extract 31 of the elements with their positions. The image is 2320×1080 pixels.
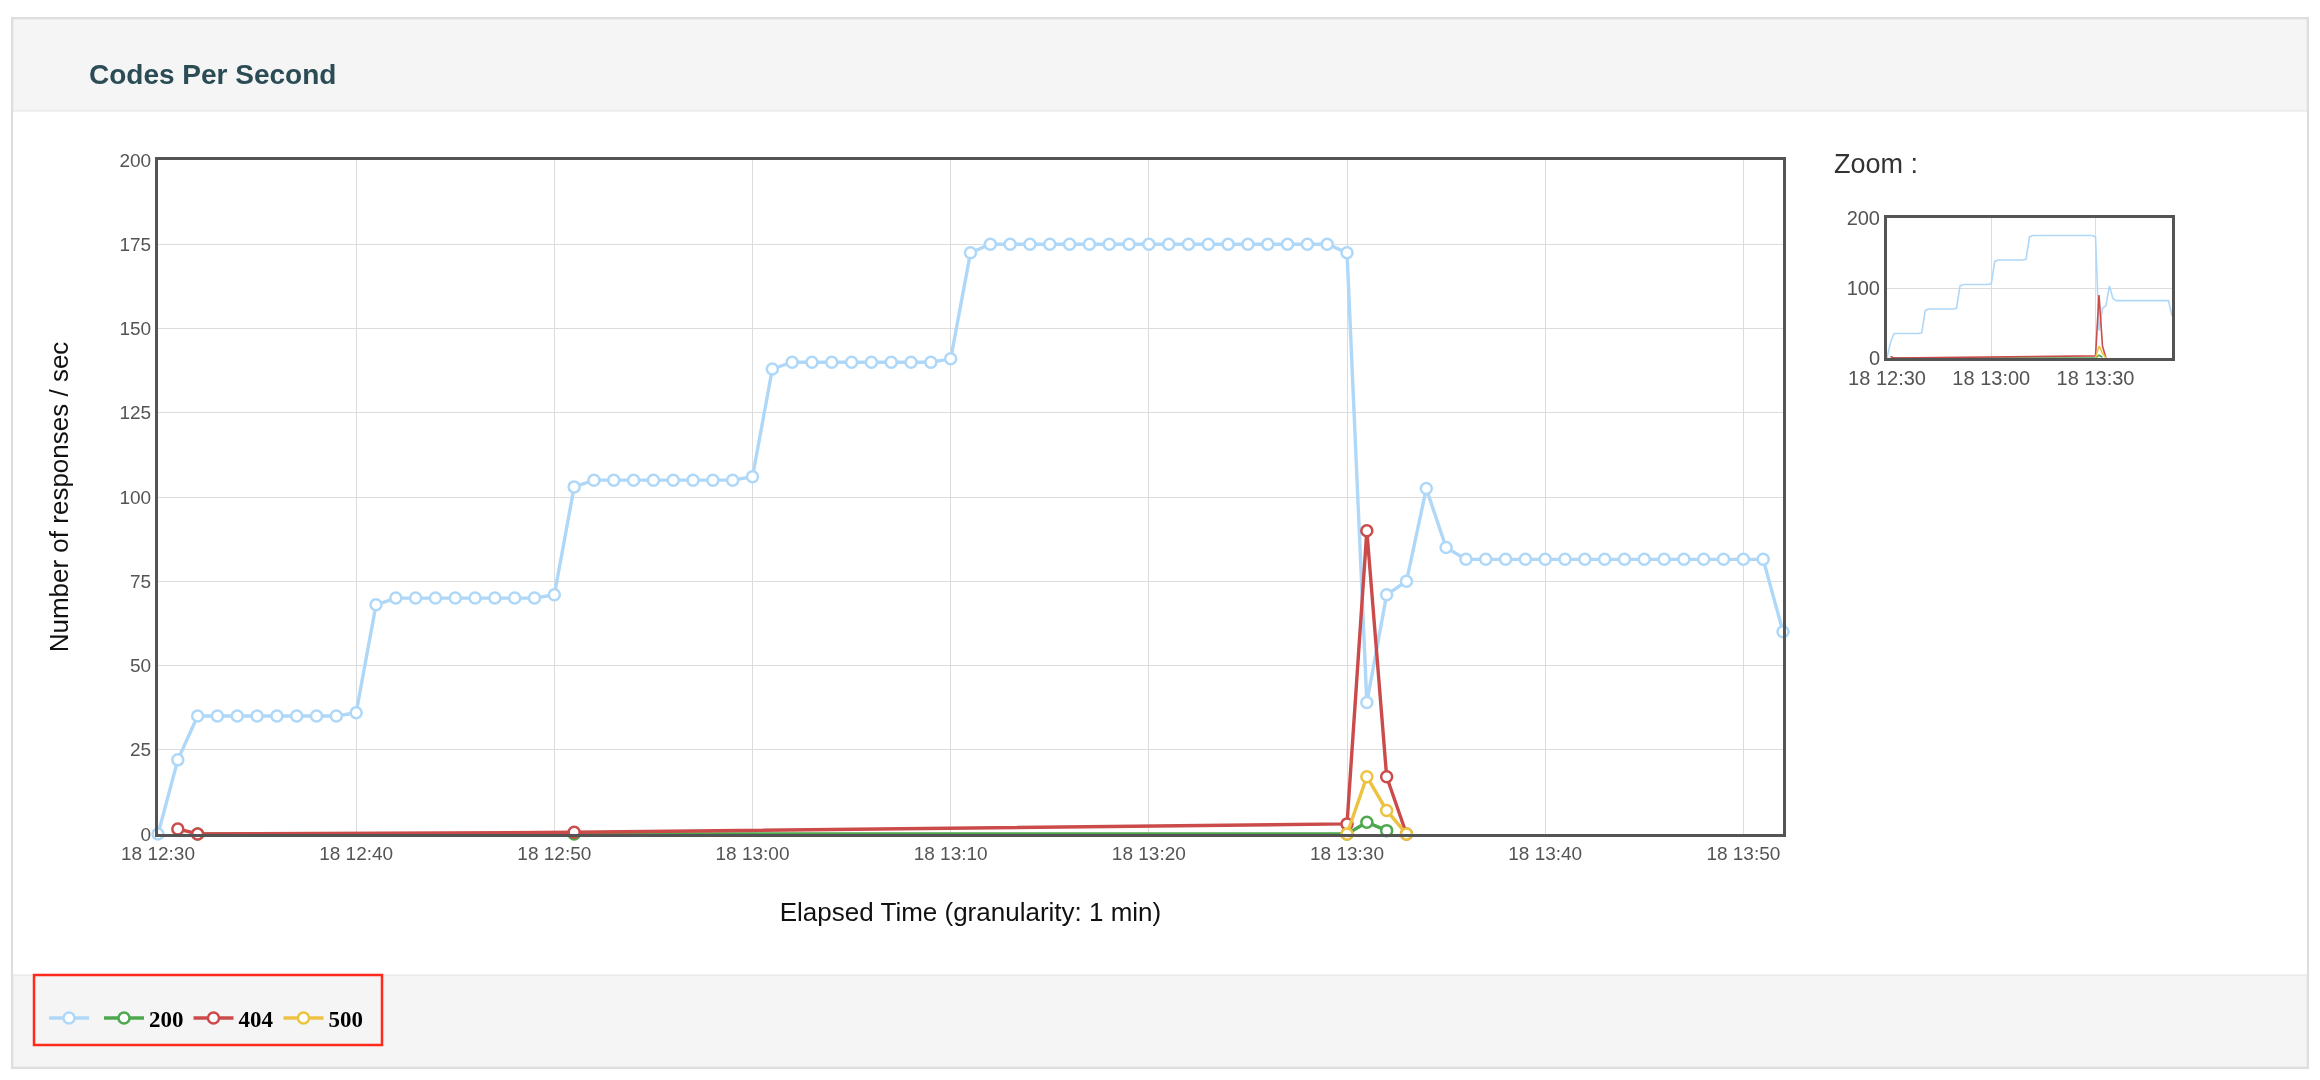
legend-label: 200 — [149, 1006, 184, 1032]
x-tick-label: 18 13:00 — [1952, 367, 2031, 389]
x-tick-label: 18 13:30 — [1310, 842, 1384, 864]
y-tick-label: 200 — [1846, 207, 1880, 229]
y-tick-label: 0 — [1868, 347, 1880, 369]
legend-label: 500 — [328, 1006, 363, 1032]
x-tick-label: 18 13:20 — [1111, 842, 1186, 864]
y-tick-label: 100 — [119, 486, 152, 508]
x-tick-label: 18 13:30 — [2056, 367, 2135, 389]
x-tick-label: 18 13:00 — [715, 842, 790, 864]
x-axis-title: Elapsed Time (granularity: 1 min) — [779, 896, 1162, 927]
x-tick-label: 18 12:30 — [121, 842, 195, 864]
x-tick-label: 18 13:10 — [913, 842, 988, 864]
y-axis-title: Number of responses / sec — [43, 341, 74, 653]
chart-title: Codes Per Second — [89, 58, 337, 90]
y-tick-label: 25 — [129, 739, 152, 761]
legend-label: 404 — [238, 1006, 274, 1032]
y-tick-label: 200 — [119, 149, 152, 171]
y-tick-label: 175 — [119, 233, 152, 255]
y-tick-label: 150 — [119, 318, 152, 340]
x-tick-label: 18 12:50 — [517, 842, 592, 864]
x-tick-label: 18 13:50 — [1706, 842, 1781, 864]
y-tick-label: 0 — [140, 823, 152, 845]
y-tick-label: 100 — [1846, 277, 1880, 299]
x-tick-label: 18 13:40 — [1508, 842, 1583, 864]
chart-title: Zoom : — [1834, 149, 1919, 179]
y-tick-label: 75 — [129, 570, 152, 592]
y-tick-label: 125 — [119, 402, 152, 424]
x-tick-label: 18 12:40 — [319, 842, 394, 864]
x-tick-label: 18 12:30 — [1848, 367, 1926, 389]
y-tick-label: 50 — [129, 655, 152, 677]
